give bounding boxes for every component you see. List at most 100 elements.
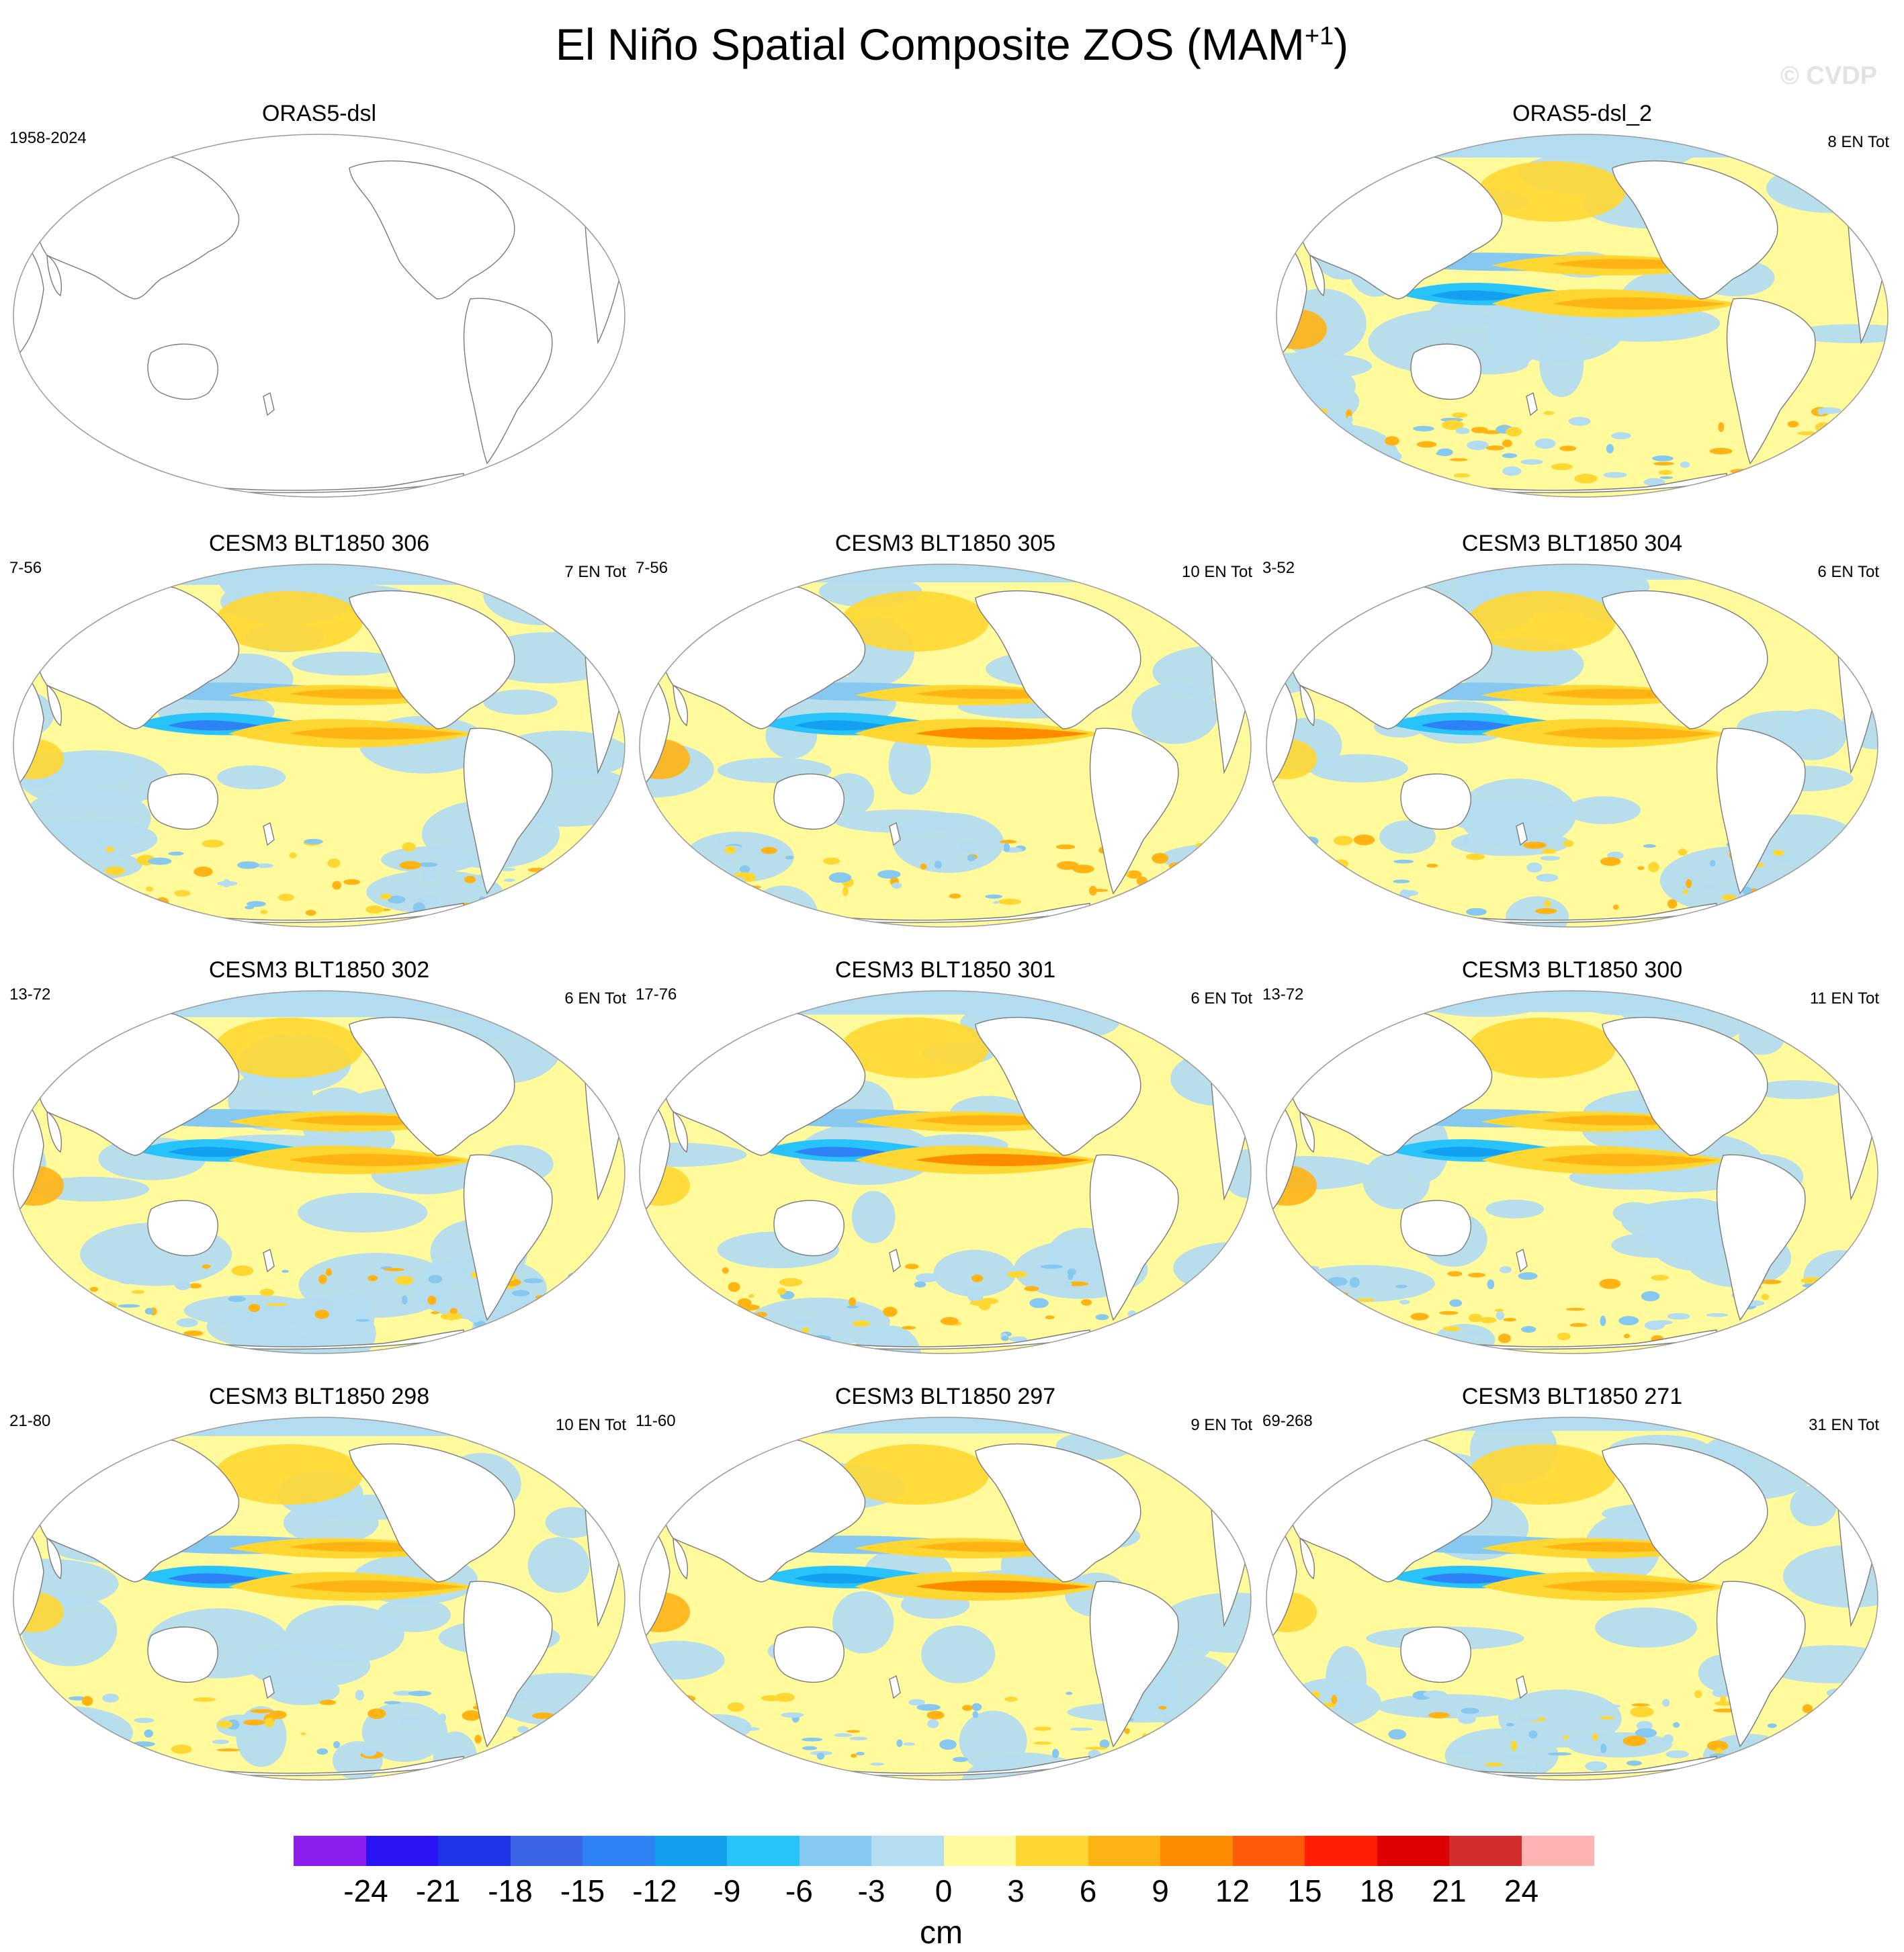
southern-ocean-speckle — [1033, 1726, 1052, 1731]
southern-ocean-speckle — [216, 1748, 241, 1752]
southern-ocean-speckle — [920, 863, 927, 870]
southern-ocean-speckle — [1814, 466, 1822, 477]
southern-ocean-speckle — [846, 1730, 861, 1733]
continent-outline — [463, 1154, 553, 1321]
arctic-anomaly — [1266, 1417, 1878, 1431]
globe-map — [639, 1417, 1252, 1781]
southern-ocean-speckle — [131, 1290, 145, 1294]
globe-map — [13, 1417, 625, 1781]
negative-anomaly-patch — [1117, 1312, 1237, 1339]
southern-ocean-speckle — [1709, 860, 1716, 867]
southern-ocean-speckle — [967, 854, 976, 862]
southern-ocean-speckle — [1401, 890, 1419, 896]
southern-ocean-speckle — [418, 862, 438, 867]
southern-ocean-speckle — [1518, 1272, 1538, 1280]
southern-ocean-speckle — [1743, 901, 1760, 913]
southern-ocean-speckle — [555, 1732, 572, 1742]
southern-ocean-speckle — [1667, 899, 1678, 909]
negative-anomaly-patch — [381, 846, 479, 873]
southern-ocean-speckle — [95, 1328, 119, 1339]
southern-ocean-speckle — [1852, 896, 1875, 901]
southern-ocean-speckle — [440, 1313, 463, 1321]
southern-ocean-speckle — [1426, 863, 1438, 868]
southern-ocean-speckle — [1504, 1753, 1528, 1759]
southern-ocean-speckle — [916, 1703, 941, 1711]
southern-ocean-speckle — [1643, 478, 1665, 486]
southern-ocean-speckle — [1498, 1333, 1511, 1343]
southern-ocean-speckle — [243, 1719, 266, 1726]
negative-anomaly-patch — [1751, 1080, 1842, 1100]
southern-ocean-speckle — [1772, 850, 1784, 856]
southern-ocean-speckle — [698, 889, 713, 899]
southern-ocean-speckle — [148, 857, 172, 865]
colorbar-swatch — [1160, 1836, 1233, 1866]
southern-ocean-speckle — [1863, 1740, 1878, 1746]
southern-ocean-speckle — [1128, 894, 1144, 905]
southern-ocean-speckle — [606, 854, 619, 863]
south-positive-core — [289, 1580, 464, 1593]
southern-ocean-speckle — [1099, 1739, 1110, 1748]
southern-ocean-speckle — [402, 1295, 408, 1304]
southern-ocean-speckle — [1502, 439, 1512, 447]
equatorial-negative-max — [1421, 1573, 1515, 1584]
southern-ocean-speckle — [418, 895, 438, 905]
southern-ocean-speckle — [1840, 474, 1850, 483]
southern-ocean-speckle — [107, 1752, 122, 1757]
colorbar-swatch — [1088, 1836, 1161, 1866]
continent-outline — [1726, 298, 1816, 465]
southern-ocean-speckle — [1033, 1741, 1053, 1745]
southern-ocean-speckle — [603, 1708, 623, 1712]
southern-ocean-speckle — [247, 901, 266, 907]
southern-ocean-speckle — [1326, 902, 1344, 910]
colorbar-swatch — [1377, 1836, 1450, 1866]
southern-ocean-speckle — [852, 1320, 870, 1327]
continent-outline — [975, 1016, 1141, 1156]
panel-event-count: 10 EN Tot — [556, 1416, 626, 1434]
southern-ocean-speckle — [722, 1267, 729, 1274]
southern-ocean-speckle — [1865, 1315, 1875, 1321]
southern-ocean-speckle — [828, 872, 852, 883]
globe-map — [13, 134, 625, 498]
panel-event-count: 9 EN Tot — [1191, 1416, 1252, 1434]
southern-ocean-speckle — [1319, 1736, 1336, 1740]
southern-ocean-speckle — [202, 1264, 211, 1269]
negative-anomaly-patch — [1277, 424, 1399, 489]
southern-ocean-speckle — [1810, 1718, 1821, 1722]
southern-ocean-speckle — [1787, 420, 1799, 428]
arctic-anomaly — [13, 991, 625, 1018]
southern-ocean-speckle — [1506, 1723, 1514, 1727]
panel-title: CESM3 BLT1850 305 — [834, 531, 1056, 556]
negative-anomaly-patch — [247, 1644, 371, 1688]
southern-ocean-speckle — [236, 861, 259, 869]
map-border — [639, 1417, 1252, 1781]
map-panel: CESM3 BLT1850 304 3-52 6 EN Tot — [1260, 531, 1885, 934]
southern-ocean-speckle — [940, 1317, 959, 1325]
continent-outline — [1299, 1110, 1315, 1153]
southern-ocean-speckle — [1717, 1761, 1725, 1767]
southern-ocean-speckle — [1273, 1287, 1285, 1294]
continent-outline — [1526, 392, 1538, 416]
southern-ocean-speckle — [119, 1278, 136, 1284]
southern-ocean-speckle — [1024, 1286, 1039, 1292]
colorbar-tick-label: -6 — [785, 1873, 813, 1908]
continent-outline — [1602, 590, 1768, 729]
southern-ocean-speckle — [420, 871, 437, 881]
southern-ocean-speckle — [1685, 879, 1692, 889]
southern-ocean-speckle — [1837, 459, 1848, 467]
continent-outline — [557, 1010, 605, 1038]
southern-ocean-speckle — [1715, 1701, 1733, 1706]
negative-anomaly-patch — [1485, 1199, 1545, 1218]
southern-ocean-speckle — [589, 897, 609, 901]
map-border — [1266, 990, 1878, 1354]
southern-ocean-speckle — [1104, 1753, 1119, 1761]
negative-anomaly-patch — [13, 1706, 118, 1756]
southern-ocean-speckle — [1630, 1706, 1654, 1718]
negative-anomaly-patch — [1131, 682, 1219, 744]
southern-ocean-speckle — [1600, 1315, 1606, 1327]
southern-ocean-speckle — [1453, 473, 1471, 478]
southern-ocean-speckle — [1313, 468, 1328, 472]
southern-ocean-speckle — [175, 1280, 191, 1290]
southern-ocean-speckle — [1045, 1315, 1055, 1320]
southern-ocean-speckle — [1186, 1752, 1198, 1756]
southern-ocean-speckle — [24, 906, 35, 910]
